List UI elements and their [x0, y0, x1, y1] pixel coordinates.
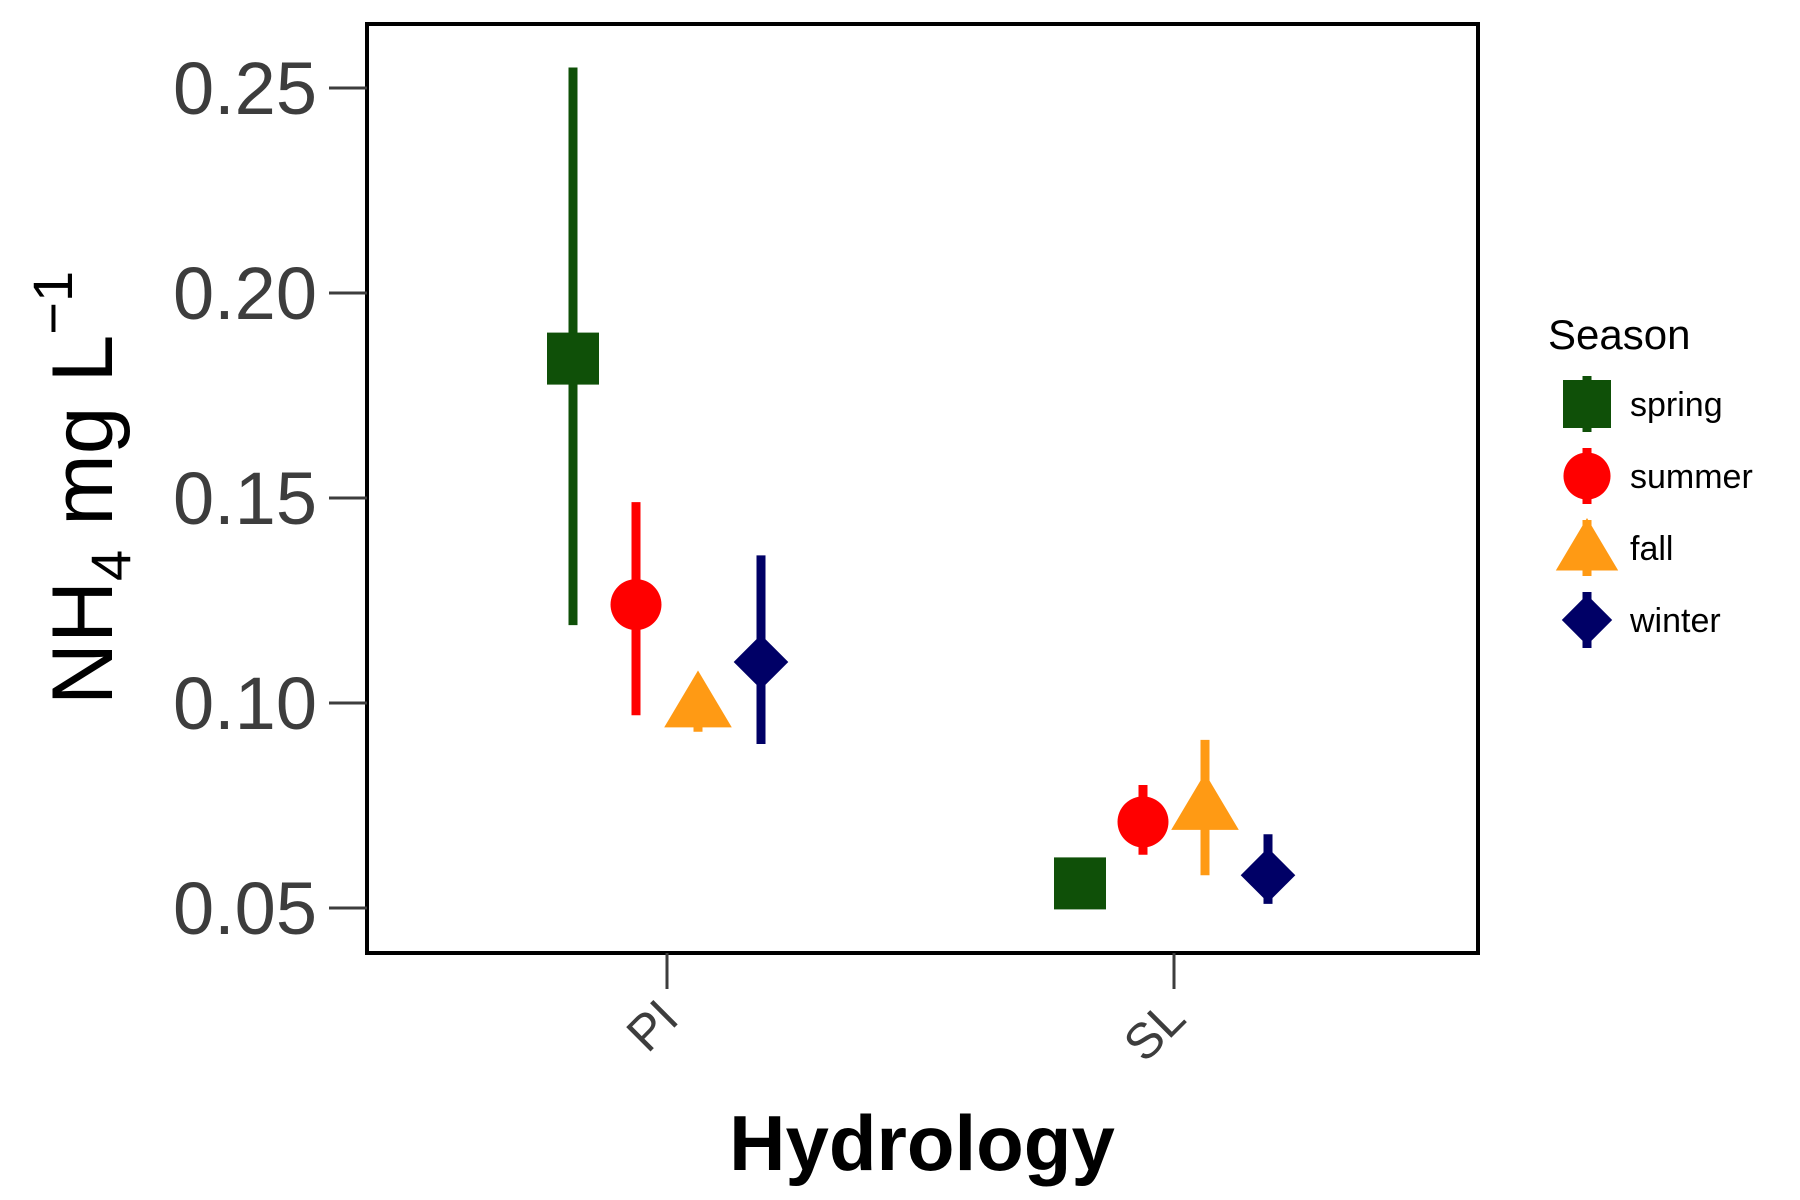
legend-key-spring — [1563, 380, 1611, 428]
plot-panel-border — [365, 22, 1480, 955]
point-summer-SL — [1117, 796, 1169, 848]
point-summer-PI — [610, 579, 662, 631]
point-winter-PI — [733, 634, 789, 690]
x-axis-title: Hydrology — [729, 1099, 1115, 1187]
data-marks — [547, 67, 1296, 910]
y-tick-label: 0.25 — [173, 47, 317, 130]
point-fall-SL — [1171, 773, 1239, 830]
y-axis-title: NH4 mg L−1 — [21, 271, 142, 705]
y-axis-title-superscript: −1 — [21, 271, 84, 335]
legend-title: Season — [1548, 311, 1690, 358]
legend-label-winter: winter — [1629, 602, 1721, 640]
legend-label-spring: spring — [1630, 386, 1723, 424]
legend-label-summer: summer — [1630, 458, 1753, 496]
point-spring-PI — [547, 332, 599, 385]
y-axis-title-middle: mg L — [35, 335, 131, 550]
legend-label-fall: fall — [1630, 530, 1673, 568]
y-tick-label: 0.15 — [173, 457, 317, 540]
point-winter-SL — [1240, 847, 1296, 903]
legend-key-winter — [1561, 594, 1613, 646]
point-fall-PI — [664, 670, 732, 728]
y-axis-title-subscript: 4 — [79, 550, 142, 581]
y-tick-label: 0.10 — [173, 662, 317, 745]
legend: Season spring summer fall winter — [1548, 311, 1753, 648]
legend-key-summer — [1563, 452, 1611, 500]
legend-key-fall — [1555, 518, 1619, 571]
y-tick-label: 0.05 — [173, 867, 317, 950]
y-tick-label: 0.20 — [173, 252, 317, 335]
y-axis-title-base: NH — [35, 581, 131, 705]
point-spring-SL — [1054, 857, 1106, 910]
y-axis: 0.05 0.10 0.15 0.20 0.25 — [173, 47, 367, 950]
